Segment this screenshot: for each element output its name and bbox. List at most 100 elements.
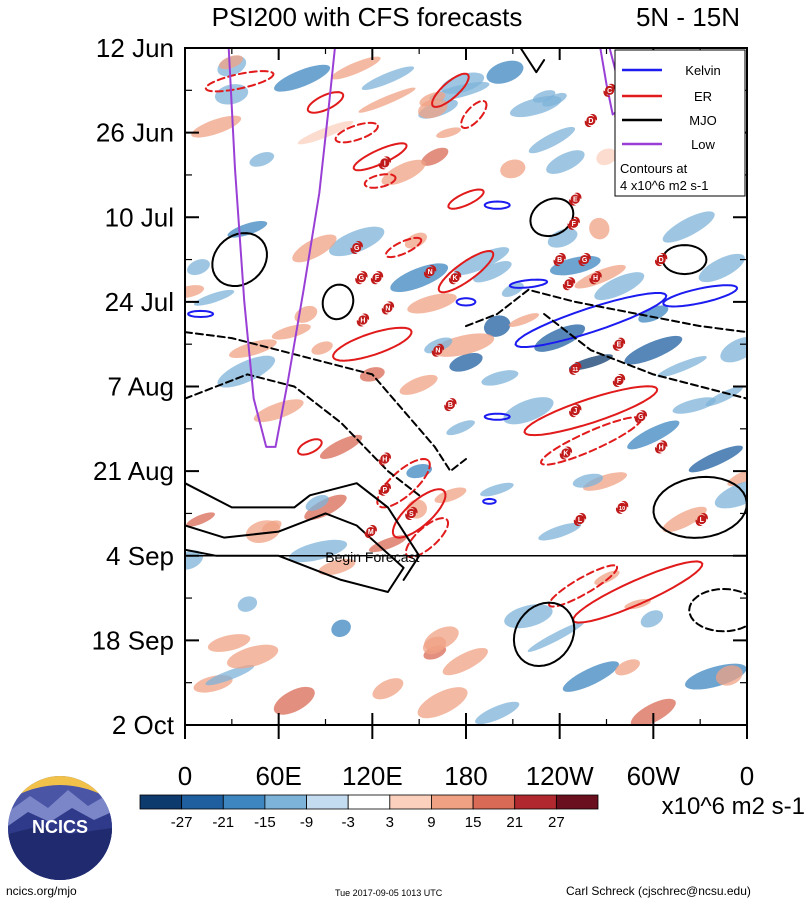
- anomaly-patch: [624, 335, 683, 365]
- colorbar-tick-label: -3: [342, 814, 355, 831]
- legend-label-kelvin: Kelvin: [685, 63, 720, 78]
- anomaly-patch: [720, 336, 747, 363]
- anomaly-patch: [399, 374, 438, 395]
- y-tick-label: 24 Jul: [105, 287, 174, 317]
- anomaly-patch: [381, 159, 426, 186]
- contour-line: [512, 601, 576, 667]
- anomaly-patch: [672, 397, 716, 414]
- storm-marker: H: [378, 452, 392, 466]
- anomaly-patch: [187, 259, 210, 276]
- x-tick-label: 60E: [256, 761, 302, 791]
- anomaly-patch: [219, 55, 243, 70]
- storm-marker: N: [381, 301, 395, 315]
- storm-marker: S: [405, 506, 418, 520]
- anomaly-patch: [424, 337, 453, 354]
- anomaly-patch: [630, 698, 676, 725]
- contour-line: [227, 48, 336, 448]
- contour-line: [543, 313, 747, 400]
- storm-marker: D: [584, 114, 598, 128]
- storm-label: N: [435, 348, 440, 355]
- storm-label: 10: [619, 506, 625, 512]
- storm-label: L: [578, 517, 583, 524]
- y-tick-label: 21 Aug: [93, 456, 174, 486]
- storm-label: D: [659, 257, 664, 264]
- storm-label: K: [453, 275, 458, 282]
- storm-marker: K: [559, 446, 573, 460]
- storm-label: G: [638, 414, 644, 421]
- colorbar-swatch: [222, 794, 266, 810]
- storm-label: B: [448, 402, 453, 409]
- anomaly-patch: [421, 147, 449, 166]
- colorbar-tick-label: 15: [465, 814, 482, 831]
- contour-line: [455, 297, 477, 307]
- storm-marker: G: [634, 410, 648, 424]
- anomaly-patch: [486, 60, 524, 84]
- anomaly-patch: [503, 397, 554, 425]
- anomaly-patch: [417, 687, 468, 719]
- contour-line: [548, 564, 618, 608]
- storm-label: K: [563, 450, 568, 457]
- contour-line: [204, 70, 275, 93]
- colorbar-swatch: [139, 794, 183, 810]
- storm-marker: P: [378, 482, 392, 496]
- colorbar-tick-label: -21: [212, 814, 234, 831]
- colorbar-tick-label: -27: [171, 814, 193, 831]
- forecast-label: Begin Forecast: [325, 549, 419, 565]
- contour-line: [483, 200, 511, 210]
- anomaly-patch: [288, 539, 348, 563]
- anomaly-patch: [572, 473, 604, 488]
- anomaly-patch: [305, 494, 329, 511]
- storm-label: F: [572, 221, 577, 228]
- colorbar-swatch: [514, 794, 557, 810]
- anomaly-patch: [311, 341, 333, 355]
- chart-title: PSI200 with CFS forecasts: [212, 2, 523, 32]
- colorbar: -27 -21 -15 -9 -3 3 9 15 21 27: [139, 794, 599, 831]
- anomaly-patch: [688, 445, 743, 473]
- anomaly-patch: [508, 313, 540, 327]
- contour-line: [187, 309, 215, 318]
- contour-line: [384, 236, 423, 259]
- storm-label: F: [617, 378, 622, 385]
- anomaly-patch: [727, 469, 747, 487]
- x-tick-label: 120E: [342, 761, 403, 791]
- contour-line: [431, 72, 470, 108]
- anomaly-patch: [446, 420, 475, 436]
- anomaly-patch: [331, 56, 381, 80]
- colorbar-swatch: [264, 794, 307, 810]
- storm-label: H: [360, 318, 365, 325]
- anomaly-patch: [186, 512, 215, 527]
- x-tick-label: 60W: [627, 761, 681, 791]
- contour-line: [185, 482, 421, 581]
- anomaly-patch: [481, 370, 519, 386]
- anomaly-patch: [698, 253, 745, 283]
- anomaly-patch: [271, 324, 311, 340]
- colorbar-tick-label: 21: [506, 814, 523, 831]
- x-tick-label: 120W: [526, 761, 594, 791]
- anomaly-patch: [422, 636, 447, 655]
- contour-line: [482, 497, 497, 505]
- contour-line: [519, 48, 546, 74]
- y-tick-label: 26 Jun: [96, 118, 174, 148]
- storm-marker: F: [567, 216, 580, 230]
- storm-label: L: [700, 517, 705, 524]
- storm-marker: I: [378, 156, 392, 170]
- anomaly-patch: [501, 282, 524, 297]
- anomaly-patch: [372, 678, 404, 700]
- storm-marker: F: [370, 271, 384, 285]
- anomaly-patch: [480, 482, 514, 497]
- anomaly-patch: [547, 228, 578, 248]
- anomaly-patch: [226, 644, 279, 669]
- tropical-storm-markers: CDEIEFGBGDGFNKHLNHEN11FBJGHKHPS10LLM: [350, 83, 708, 539]
- legend-note-line2: 4 x10^6 m2 s-1: [620, 178, 708, 193]
- anomaly-patch: [253, 399, 304, 423]
- anomaly-patch: [662, 506, 707, 533]
- ncics-logo: NCICS: [8, 776, 112, 880]
- anomaly-patch: [229, 339, 277, 359]
- storm-label: J: [573, 408, 577, 415]
- contour-line: [437, 250, 495, 294]
- anomaly-patch: [483, 315, 511, 337]
- storm-marker: B: [553, 253, 566, 267]
- colorbar-tick-label: -9: [300, 814, 313, 831]
- anomaly-patch: [404, 232, 428, 249]
- contour-line: [334, 121, 379, 144]
